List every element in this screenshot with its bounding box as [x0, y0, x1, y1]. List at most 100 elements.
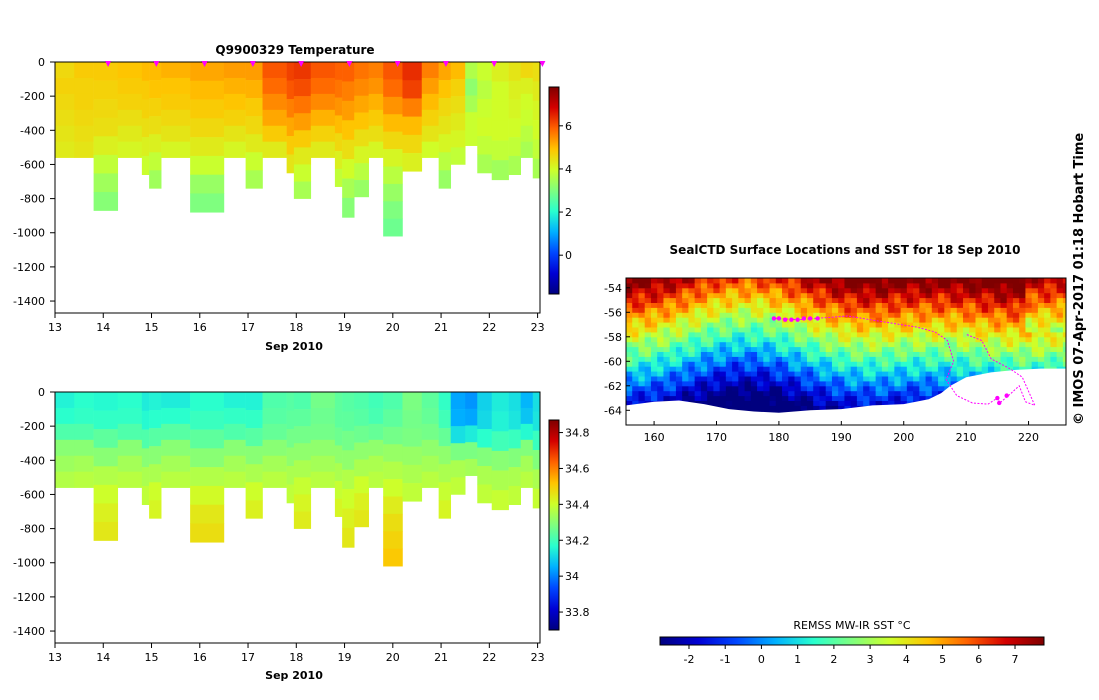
- sst-cell: [732, 327, 739, 333]
- sst-cell: [913, 385, 920, 392]
- sst-cell: [688, 395, 696, 401]
- sst-cell: [757, 390, 764, 397]
- sst-cell: [819, 380, 827, 387]
- surface-marker: [298, 61, 305, 67]
- sst-cell: [1062, 346, 1066, 352]
- sst-cell: [938, 302, 945, 308]
- sst-cell: [626, 380, 633, 387]
- sst-cell: [869, 331, 877, 338]
- map-x-tick-label: 220: [1018, 431, 1039, 444]
- sst-colorbar-tick-label: -1: [720, 653, 731, 666]
- profile-cell: [245, 116, 263, 135]
- sst-cell: [994, 312, 1001, 318]
- sst-cell: [850, 376, 858, 382]
- profile-cell: [93, 521, 119, 541]
- sst-cell: [694, 385, 702, 392]
- x-tick-label: 21: [434, 321, 448, 334]
- sst-cell: [626, 356, 633, 362]
- sst-cell: [956, 302, 964, 308]
- sst-cell: [626, 336, 633, 343]
- sst-cell: [757, 331, 764, 338]
- profile-cell: [161, 392, 191, 409]
- sst-cell: [769, 331, 777, 338]
- sst-cell: [757, 376, 764, 382]
- sst-cell: [626, 395, 633, 401]
- sst-cell: [794, 346, 802, 352]
- sst-cell: [719, 327, 727, 333]
- sst-cell: [875, 317, 883, 323]
- profile-cell: [438, 392, 452, 411]
- sst-cell: [869, 390, 877, 397]
- profile-cell: [465, 62, 478, 80]
- profile-cell: [141, 429, 150, 449]
- sst-cell: [869, 282, 877, 289]
- sst-cell: [925, 327, 933, 333]
- sst-cell: [863, 327, 870, 333]
- sst-cell: [1031, 366, 1039, 372]
- sst-cell: [981, 327, 989, 333]
- sst-cell: [875, 385, 883, 392]
- sst-cell: [875, 312, 883, 318]
- sst-cell: [732, 292, 739, 299]
- sst-cell: [719, 317, 727, 323]
- sst-cell: [869, 376, 877, 382]
- sst-cell: [719, 307, 727, 313]
- sst-cell: [800, 302, 808, 308]
- sst-cell: [1031, 317, 1039, 323]
- profile-cell: [491, 140, 509, 161]
- salinity-axes-frame: [54, 391, 541, 644]
- sst-cell: [975, 361, 983, 367]
- colorbar-tick-label: 34.8: [565, 427, 590, 440]
- sst-cell: [669, 302, 677, 308]
- sst-cell: [813, 307, 820, 313]
- sst-cell: [944, 380, 952, 387]
- sst-cell: [713, 312, 721, 318]
- sst-cell: [944, 287, 952, 294]
- profile-cell: [402, 410, 423, 429]
- sst-cell: [719, 278, 727, 284]
- sst-cell: [775, 390, 783, 397]
- sst-cell: [963, 356, 970, 362]
- profile-cell: [293, 62, 312, 80]
- profile-cell: [421, 407, 439, 425]
- sst-cell: [969, 327, 977, 333]
- sst-cell: [1037, 346, 1045, 352]
- profile-cell: [532, 469, 540, 490]
- sst-cell: [831, 302, 839, 308]
- sst-cell: [950, 356, 958, 362]
- sst-cell: [831, 380, 839, 387]
- sst-cell: [1050, 317, 1058, 323]
- sst-cell: [719, 376, 727, 382]
- sst-cell: [913, 278, 920, 284]
- sst-cell: [894, 361, 902, 367]
- profile-cell: [293, 164, 312, 182]
- sst-cell: [850, 390, 858, 397]
- sst-cell: [694, 400, 702, 406]
- sst-cell: [888, 302, 895, 308]
- sst-cell: [700, 287, 708, 294]
- sst-cell: [994, 317, 1001, 323]
- sst-cell: [869, 346, 877, 352]
- sst-cell: [856, 371, 864, 377]
- sst-cell: [788, 312, 796, 318]
- sst-cell: [869, 312, 877, 318]
- sst-cell: [994, 366, 1001, 372]
- sst-cell: [944, 346, 952, 352]
- sst-cell: [969, 282, 977, 289]
- sst-cell: [1050, 278, 1058, 284]
- sst-cell: [694, 292, 702, 299]
- sst-cell: [675, 351, 683, 357]
- sst-cell: [700, 356, 708, 362]
- sst-cell: [657, 278, 664, 284]
- sst-cell: [963, 361, 970, 367]
- sst-cell: [1044, 346, 1051, 352]
- sst-cell: [794, 380, 802, 387]
- sst-cell: [1000, 287, 1008, 294]
- sst-cell: [813, 341, 820, 348]
- sst-cell: [1000, 278, 1008, 284]
- x-tick-label: 14: [96, 651, 110, 664]
- sst-cell: [650, 346, 658, 352]
- sst-cell: [782, 292, 789, 299]
- sst-cell: [700, 278, 708, 284]
- profile-cell: [342, 159, 355, 179]
